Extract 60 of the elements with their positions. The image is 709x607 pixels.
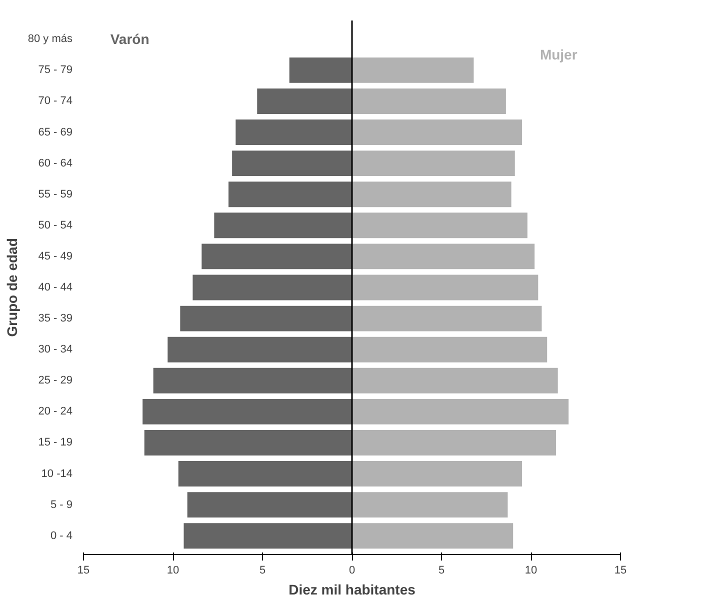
bar: [352, 244, 535, 270]
y-tick-label: 40 - 44: [38, 282, 73, 294]
text: Varón: [110, 31, 150, 48]
bar: [352, 430, 556, 456]
x-tick-label: 10: [166, 564, 180, 576]
x-tick-label: 10: [524, 564, 538, 576]
y-tick-label: 25 - 29: [38, 374, 73, 387]
bar: [187, 492, 352, 518]
bar: [352, 88, 506, 114]
y-tick-label: 55 - 59: [38, 188, 73, 200]
bar: [352, 492, 508, 518]
bar: [214, 212, 352, 238]
bar: [168, 336, 352, 362]
text: Mujer: [540, 46, 578, 63]
bar: [232, 150, 352, 176]
x-tick-label: 15: [77, 564, 90, 576]
y-tick-label: 50 - 54: [38, 219, 73, 232]
y-tick-label: 35 - 39: [38, 312, 73, 325]
y-tick-label: 80 y más: [28, 33, 73, 46]
y-tick-label: 20 - 24: [38, 406, 73, 418]
bar: [192, 274, 352, 300]
y-tick-label: 10 -14: [41, 468, 73, 480]
y-tick-label: 65 - 69: [38, 126, 73, 138]
bar: [352, 398, 569, 424]
bar: [352, 306, 542, 332]
bar: [352, 57, 474, 83]
y-tick-label: 15 - 19: [38, 436, 73, 449]
bar: [180, 306, 352, 332]
y-tick-label: 75 - 79: [38, 64, 73, 76]
x-tick-label: 5: [259, 564, 266, 576]
y-tick-label: 30 - 34: [38, 344, 73, 356]
bar: [228, 182, 352, 208]
bar: [352, 461, 522, 487]
y-tick-label: 70 - 74: [38, 95, 73, 108]
bar: [202, 244, 352, 270]
bar: [236, 120, 352, 145]
bar: [352, 274, 538, 300]
bar: [352, 150, 515, 176]
x-tick-label: 0: [348, 564, 356, 576]
y-tick-label: 45 - 49: [38, 250, 73, 262]
bar: [184, 523, 352, 549]
x-axis-title: Diez mil habitantes: [288, 582, 416, 598]
x-tick-label: 5: [438, 564, 445, 576]
x-tick-label: 15: [614, 564, 627, 576]
bar: [144, 430, 352, 456]
y-axis-title: Grupo de edad: [4, 238, 20, 337]
bar: [352, 523, 514, 549]
bar: [153, 368, 352, 394]
bar: [352, 336, 548, 362]
bar: [142, 398, 352, 424]
bar: [352, 182, 512, 208]
bar: [352, 368, 558, 394]
y-tick-label: 5 - 9: [50, 498, 73, 511]
bar: [257, 88, 352, 114]
y-tick-label: 0 - 4: [50, 530, 73, 542]
y-tick-label: 60 - 64: [38, 157, 73, 170]
bar: [352, 120, 522, 145]
bar: [352, 212, 528, 238]
bar: [289, 57, 352, 83]
bar: [178, 461, 352, 487]
